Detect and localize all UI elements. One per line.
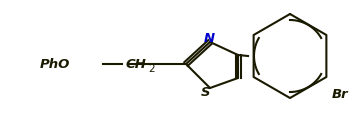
- Text: N: N: [203, 31, 215, 45]
- Text: 2: 2: [148, 64, 155, 74]
- Text: Br: Br: [332, 88, 348, 100]
- Text: PhO: PhO: [40, 58, 70, 70]
- Text: S: S: [201, 86, 211, 99]
- Text: CH: CH: [126, 58, 147, 70]
